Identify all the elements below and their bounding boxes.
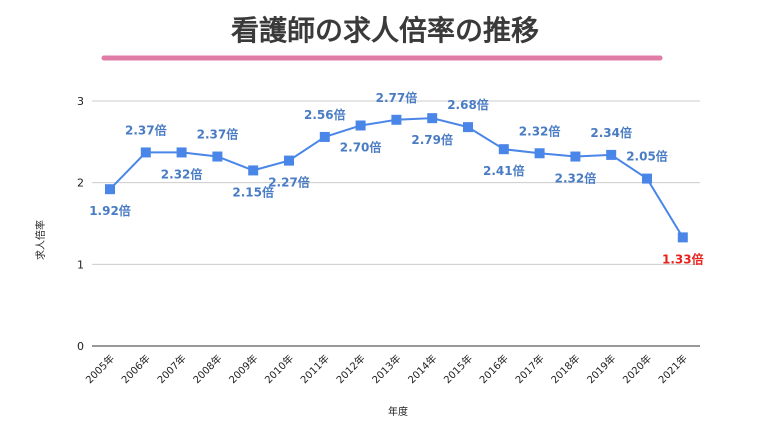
data-point — [284, 155, 294, 166]
data-point — [498, 144, 509, 155]
data-point — [212, 151, 223, 162]
data-label: 2.79倍 — [411, 132, 453, 147]
x-tick-label: 2009年 — [226, 352, 260, 386]
x-tick-label: 2015年 — [441, 352, 475, 386]
data-label: 2.68倍 — [447, 97, 489, 112]
x-tick-label: 2020年 — [620, 352, 654, 386]
data-label: 2.15倍 — [232, 184, 274, 199]
data-point — [427, 113, 438, 124]
data-label: 1.92倍 — [89, 203, 131, 218]
data-point — [355, 120, 366, 131]
data-label: 2.37倍 — [125, 122, 167, 137]
x-tick-label: 2016年 — [477, 352, 511, 386]
data-label: 2.32倍 — [161, 166, 203, 181]
x-tick-label: 2014年 — [405, 352, 439, 386]
data-label: 2.56倍 — [304, 107, 346, 122]
x-tick-label: 2006年 — [119, 352, 153, 386]
y-tick-label: 0 — [77, 340, 84, 353]
data-label: 2.70倍 — [340, 140, 382, 155]
data-label: 2.27倍 — [268, 175, 310, 190]
data-point — [534, 148, 545, 159]
data-point — [391, 114, 402, 125]
data-point — [570, 151, 581, 162]
x-tick-label: 2007年 — [154, 352, 188, 386]
data-point — [606, 149, 617, 160]
x-tick-label: 2010年 — [262, 352, 296, 386]
data-point — [463, 122, 473, 133]
x-tick-label: 2013年 — [369, 352, 403, 386]
data-point — [105, 184, 115, 195]
data-label: 2.32倍 — [519, 123, 561, 138]
x-tick-label: 2011年 — [298, 352, 332, 386]
data-point — [140, 147, 151, 158]
y-tick-label: 3 — [77, 95, 84, 108]
data-label: 2.05倍 — [626, 149, 668, 164]
data-label: 2.34倍 — [590, 125, 632, 140]
data-label: 2.37倍 — [197, 127, 239, 142]
data-point — [176, 147, 187, 158]
x-tick-label: 2018年 — [548, 352, 582, 386]
data-label-highlighted: 1.33倍 — [662, 251, 704, 266]
y-tick-label: 1 — [77, 258, 84, 271]
y-tick-label: 2 — [77, 177, 84, 190]
data-point — [319, 131, 330, 142]
x-tick-label: 2008年 — [190, 352, 224, 386]
x-axis-title: 年度 — [388, 405, 408, 418]
data-label: 2.32倍 — [555, 171, 597, 186]
y-axis-title: 求人倍率 — [34, 220, 47, 260]
data-point — [642, 173, 652, 184]
data-markers — [105, 113, 688, 243]
x-tick-label: 2019年 — [584, 352, 618, 386]
data-point — [677, 232, 688, 243]
x-axis-ticks: 2005年 2006年 2007年 2008年 2009年 2010年 2011年 2012年… — [83, 352, 690, 386]
grid-lines — [92, 100, 700, 347]
data-label: 2.77倍 — [376, 90, 418, 105]
y-axis-ticks: 0 1 2 3 — [77, 95, 84, 353]
x-tick-label: 2012年 — [333, 352, 367, 386]
x-tick-label: 2005年 — [83, 352, 117, 386]
data-label: 2.41倍 — [483, 163, 525, 178]
x-tick-label: 2017年 — [512, 352, 546, 386]
x-tick-label: 2021年 — [656, 352, 690, 386]
chart-title: 看護師の求人倍率の推移 — [231, 14, 539, 47]
data-point — [248, 165, 259, 176]
